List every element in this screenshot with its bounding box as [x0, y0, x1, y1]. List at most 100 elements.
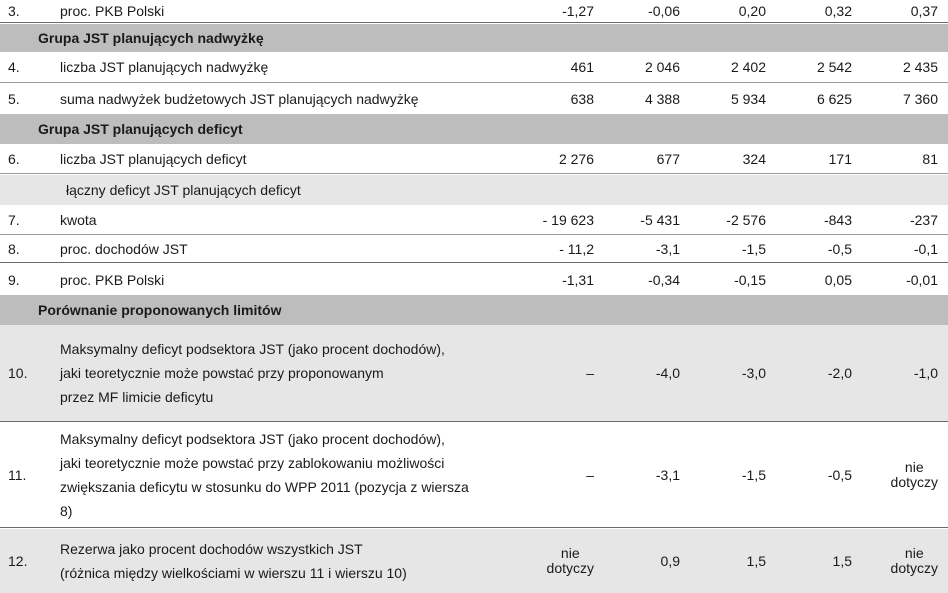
table-row: 11. Maksymalny deficyt podsektora JST (j…	[0, 423, 948, 528]
value-cell: -0,1	[913, 241, 938, 257]
value-cell: nie dotyczy	[862, 546, 948, 576]
value-cell: 2 435	[902, 59, 938, 75]
value-cell: –	[586, 365, 594, 381]
value-cell: –	[586, 467, 594, 483]
value-cell: nie dotyczy	[862, 460, 948, 490]
row-number: 4.	[8, 59, 20, 75]
value-cell: 5 934	[730, 91, 766, 107]
value-cell: -2,0	[827, 365, 852, 381]
value-cell: -5 431	[640, 211, 680, 228]
row-number: 11.	[8, 467, 27, 483]
two-line-value: nie dotyczy	[546, 545, 594, 576]
description-line: przez MF limicie deficytu	[60, 389, 214, 405]
value-cell: -0,5	[827, 241, 852, 257]
value-cell: 0,32	[824, 3, 852, 19]
value-cell: -1,27	[562, 3, 594, 19]
value-cell: 2 046	[644, 59, 680, 75]
description-line: Maksymalny deficyt podsektora JST (jako …	[60, 431, 445, 447]
value-cell: -3,1	[655, 467, 680, 483]
table-row: 12. Rezerwa jako procent dochodów wszyst…	[0, 529, 948, 593]
section-header: Porównanie proponowanych limitów	[0, 295, 948, 325]
row-description: suma nadwyżek budżetowych JST planującyc…	[60, 91, 419, 107]
value-cell: -3,0	[741, 365, 766, 381]
value-cell: -0,15	[734, 271, 766, 288]
value-cell: nie dotyczy	[484, 546, 604, 576]
value-cell: 461	[570, 59, 594, 75]
value-cell: 677	[656, 150, 680, 167]
description-line: Rezerwa jako procent dochodów wszystkich…	[60, 541, 363, 557]
value-cell: -0,5	[827, 467, 852, 483]
value-cell: 0,05	[824, 271, 852, 288]
table-row: 3. proc. PKB Polski -1,27 -0,06 0,20 0,3…	[0, 0, 948, 23]
row-number: 7.	[8, 211, 20, 228]
row-number: 9.	[8, 271, 20, 288]
value-cell: -2 576	[726, 211, 766, 228]
value-cell: -0,34	[648, 271, 680, 288]
row-description: proc. PKB Polski	[60, 271, 165, 288]
section-header: Grupa JST planujących nadwyżkę	[0, 24, 948, 52]
two-line-value: nie dotyczy	[890, 459, 938, 490]
value-cell: 2 402	[730, 59, 766, 75]
value-cell: -237	[909, 211, 938, 228]
row-description: liczba JST planujących nadwyżkę	[60, 59, 269, 75]
value-cell: 324	[742, 150, 766, 167]
description-line: jaki teoretycznie może powstać przy prop…	[60, 365, 384, 381]
section-header: Grupa JST planujących deficyt	[0, 114, 948, 144]
value-cell: -1,0	[913, 365, 938, 381]
value-cell: -0,01	[906, 271, 938, 288]
row-number: 12.	[8, 553, 28, 569]
value-cell: -843	[823, 211, 852, 228]
table-row: 4. liczba JST planujących nadwyżkę 461 2…	[0, 52, 948, 83]
row-number: 6.	[8, 150, 20, 167]
table-row: łączny deficyt JST planujących deficyt	[0, 175, 948, 205]
description-line: jaki teoretycznie może powstać przy zabl…	[60, 455, 445, 471]
value-cell: 2 276	[558, 150, 594, 167]
value-cell: - 11,2	[559, 241, 594, 257]
value-cell: -0,06	[648, 3, 680, 19]
value-cell: -4,0	[655, 365, 680, 381]
section-title: Grupa JST planujących nadwyżkę	[38, 30, 264, 46]
description-line: (różnica między wielkościami w wierszu 1…	[60, 565, 407, 581]
section-title: Porównanie proponowanych limitów	[38, 302, 282, 318]
value-cell: 638	[570, 91, 594, 107]
value-cell: 1,5	[832, 553, 852, 569]
value-cell: -1,5	[741, 241, 766, 257]
value-cell: 2 542	[816, 59, 852, 75]
row-description: proc. dochodów JST	[60, 241, 188, 257]
table-row: 5. suma nadwyżek budżetowych JST planują…	[0, 84, 948, 114]
value-cell: -1,5	[741, 467, 766, 483]
row-description: łączny deficyt JST planujących deficyt	[66, 182, 301, 198]
row-number: 10.	[8, 365, 28, 381]
row-number: 5.	[8, 91, 20, 107]
row-description: Rezerwa jako procent dochodów wszystkich…	[60, 537, 484, 585]
row-description: kwota	[60, 211, 97, 228]
value-cell: 0,37	[910, 3, 938, 19]
description-line: zwiększania deficytu w stosunku do WPP 2…	[60, 479, 469, 519]
section-title: Grupa JST planujących deficyt	[38, 121, 243, 137]
value-cell: 4 388	[644, 91, 680, 107]
table-row: 10. Maksymalny deficyt podsektora JST (j…	[0, 325, 948, 422]
value-cell: 0,20	[738, 3, 766, 19]
table-row: 7. kwota - 19 623 -5 431 -2 576 -843 -23…	[0, 205, 948, 235]
row-description: Maksymalny deficyt podsektora JST (jako …	[60, 427, 484, 523]
table-row: 9. proc. PKB Polski -1,31 -0,34 -0,15 0,…	[0, 264, 948, 295]
table-row: 8. proc. dochodów JST - 11,2 -3,1 -1,5 -…	[0, 236, 948, 263]
value-cell: 6 625	[816, 91, 852, 107]
value-cell: -1,31	[562, 271, 594, 288]
value-cell: 171	[828, 150, 852, 167]
value-cell: - 19 623	[542, 211, 594, 228]
two-line-value: nie dotyczy	[890, 545, 938, 576]
value-cell: 0,9	[660, 553, 680, 569]
row-description: Maksymalny deficyt podsektora JST (jako …	[60, 337, 484, 409]
value-cell: 1,5	[746, 553, 766, 569]
table-row: 6. liczba JST planujących deficyt 2 276 …	[0, 144, 948, 174]
value-cell: 81	[922, 150, 938, 167]
row-description: liczba JST planujących deficyt	[60, 150, 247, 167]
row-description: proc. PKB Polski	[60, 3, 165, 19]
value-cell: -3,1	[655, 241, 680, 257]
value-cell: 7 360	[902, 91, 938, 107]
description-line: Maksymalny deficyt podsektora JST (jako …	[60, 341, 445, 357]
row-number: 3.	[8, 3, 20, 19]
row-number: 8.	[8, 241, 20, 257]
